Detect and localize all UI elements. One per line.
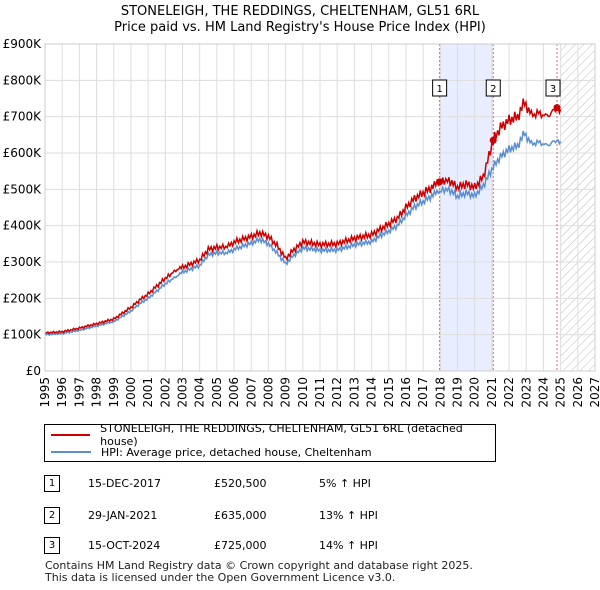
transaction-date: 15-DEC-2017: [88, 477, 162, 490]
transaction-price: £635,000: [214, 509, 267, 522]
x-tick-label: 1996: [55, 377, 69, 408]
x-tick-label: 2015: [382, 377, 396, 408]
shaded-period: [439, 44, 494, 371]
x-tick-label: 2012: [330, 377, 344, 408]
x-tick-label: 2003: [176, 377, 190, 408]
x-tick-label: 2018: [433, 377, 447, 408]
x-tick-label: 2019: [451, 377, 465, 408]
x-tick-label: 2004: [193, 377, 207, 408]
transaction-hpi: 5% ↑ HPI: [319, 477, 371, 490]
transaction-price: £725,000: [214, 539, 267, 552]
x-tick-label: 2016: [399, 377, 413, 408]
legend-label-property: STONELEIGH, THE REDDINGS, CHELTENHAM, GL…: [100, 422, 463, 448]
footer-line-copyright: Contains HM Land Registry data © Crown c…: [45, 559, 473, 572]
x-tick-label: 1997: [72, 377, 86, 408]
sale-point: [436, 178, 444, 186]
x-tick-label: 2008: [261, 377, 275, 408]
y-tick-label: £200K: [3, 291, 43, 305]
chart-title-line1: STONELEIGH, THE REDDINGS, CHELTENHAM, GL…: [120, 4, 480, 19]
property-series-line: [44, 98, 562, 335]
chart-title-line2: Price paid vs. HM Land Registry's House …: [114, 20, 486, 35]
x-tick-label: 2017: [416, 377, 430, 408]
transaction-number: 2: [44, 507, 60, 524]
x-tick-label: 2005: [210, 377, 224, 408]
transaction-date: 29-JAN-2021: [88, 509, 158, 522]
legend-label-hpi: HPI: Average price, detached house, Chel…: [101, 445, 372, 459]
x-tick-label: 2010: [296, 377, 310, 408]
y-tick-label: £100K: [3, 328, 43, 342]
legend-item-property: STONELEIGH, THE REDDINGS, CHELTENHAM, GL…: [51, 422, 495, 448]
y-tick-label: £900K: [3, 37, 43, 51]
y-tick-label: £800K: [3, 73, 43, 87]
x-tick-label: 2021: [485, 377, 499, 408]
footer-line-licence: This data is licensed under the Open Gov…: [45, 571, 396, 584]
x-tick-label: 2025: [554, 377, 568, 408]
hpi-series-line: [44, 130, 562, 337]
x-tick-label: 2024: [536, 377, 550, 408]
x-tick-label: 2020: [468, 377, 482, 408]
x-tick-label: 2002: [158, 377, 172, 408]
x-tick-label: 1998: [90, 377, 104, 408]
y-tick-label: £300K: [3, 255, 43, 269]
y-tick-label: £500K: [3, 182, 43, 196]
sale-point: [489, 136, 497, 144]
sale-label-box: [485, 79, 501, 97]
sale-label-number: 1: [436, 84, 442, 95]
transaction-hpi: 13% ↑ HPI: [319, 509, 378, 522]
x-tick-label: 2023: [519, 377, 533, 408]
y-tick-label: £700K: [3, 110, 43, 124]
x-tick-label: 2026: [571, 377, 585, 408]
x-tick-label: 2009: [279, 377, 293, 408]
transaction-hpi: 14% ↑ HPI: [319, 539, 378, 552]
x-tick-label: 2011: [313, 377, 327, 408]
x-tick-label: 2001: [141, 377, 155, 408]
transaction-date: 15-OCT-2024: [88, 539, 161, 552]
plot-border: [44, 43, 596, 372]
x-tick-label: 1995: [38, 377, 52, 408]
footer-notice: Contains HM Land Registry data © Crown c…: [45, 560, 473, 584]
x-tick-label: 2027: [588, 377, 600, 408]
legend-item-hpi: HPI: Average price, detached house, Chel…: [51, 444, 372, 460]
sale-label-box: [545, 79, 561, 97]
x-tick-label: 2014: [365, 377, 379, 408]
y-tick-label: £0: [26, 364, 41, 378]
x-tick-label: 2006: [227, 377, 241, 408]
x-tick-label: 2007: [244, 377, 258, 408]
sale-point: [553, 104, 561, 112]
sale-label-box: [432, 79, 448, 97]
chart-legend: STONELEIGH, THE REDDINGS, CHELTENHAM, GL…: [44, 422, 496, 462]
legend-swatch-hpi: [51, 451, 91, 453]
sale-label-number: 2: [490, 84, 496, 95]
x-tick-label: 2022: [502, 377, 516, 408]
x-tick-label: 2000: [124, 377, 138, 408]
price-chart: £0 £100K £200K £300K £400K £500K £600K £700K £80…: [3, 37, 600, 408]
y-tick-label: £600K: [3, 146, 43, 160]
legend-swatch-property: [51, 434, 91, 436]
transaction-number: 1: [44, 475, 60, 492]
x-tick-label: 2013: [347, 377, 361, 408]
y-tick-label: £400K: [3, 219, 43, 233]
x-tick-label: 1999: [107, 377, 121, 408]
transaction-price: £520,500: [214, 477, 267, 490]
sale-label-number: 3: [550, 84, 556, 95]
transaction-number: 3: [44, 537, 60, 554]
